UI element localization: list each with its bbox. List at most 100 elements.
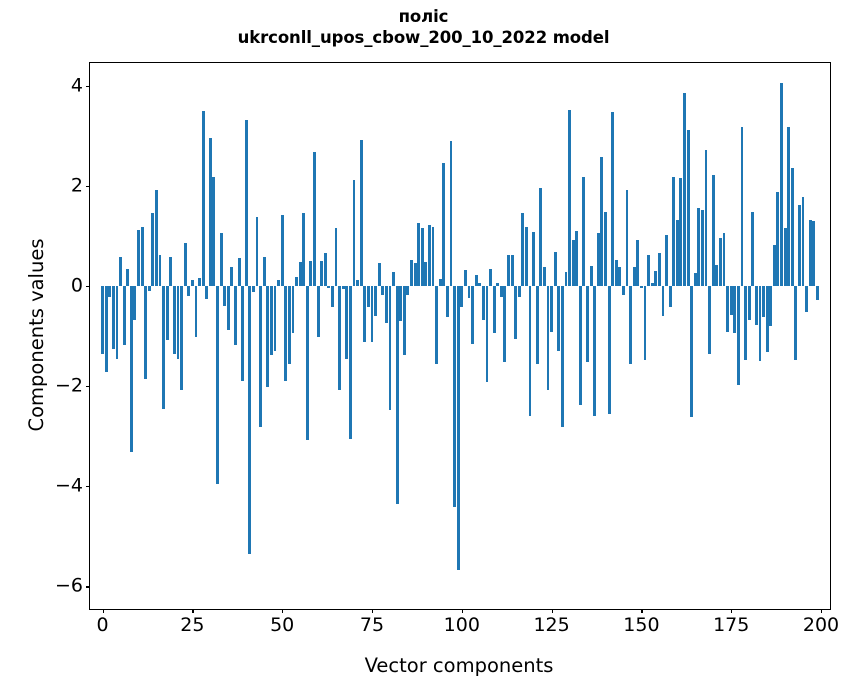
bar (406, 285, 410, 295)
bar (586, 285, 589, 363)
x-tick-label: 125 (533, 614, 570, 636)
bar (316, 285, 320, 337)
bar (442, 163, 446, 286)
bar (697, 208, 701, 286)
bar (575, 230, 579, 286)
bar (690, 285, 694, 418)
bar (780, 83, 783, 286)
bar (169, 256, 173, 286)
bar (438, 278, 442, 286)
bar (252, 285, 255, 292)
bar (115, 285, 119, 359)
bar (632, 266, 636, 286)
plot-axes: 4 2 0 −2 −4 −6 0 25 50 75 100 125 150 175 200 (55, 62, 839, 635)
bar (291, 285, 295, 334)
bar (715, 264, 719, 286)
bar (216, 285, 219, 484)
bar (420, 228, 424, 286)
bar (327, 285, 331, 288)
bar (553, 251, 557, 286)
y-tick-mark (86, 85, 90, 87)
bar (126, 268, 130, 286)
bar (657, 253, 661, 286)
bar (402, 285, 406, 356)
bar (198, 278, 201, 286)
bar (259, 285, 263, 428)
x-tick-label: 0 (96, 614, 109, 636)
bar (704, 149, 708, 286)
bar (280, 214, 284, 286)
bar (244, 119, 248, 286)
bar (176, 285, 180, 359)
bar (133, 285, 137, 320)
bar (417, 223, 421, 286)
bar (647, 254, 650, 286)
bar (194, 285, 198, 337)
bar (675, 219, 679, 286)
bar (668, 285, 672, 307)
bar (431, 226, 435, 286)
bar (212, 176, 216, 286)
chart-title: поліс ukrconll_upos_cbow_200_10_2022 mod… (0, 6, 847, 48)
x-tick-mark (641, 609, 643, 613)
bar (323, 253, 327, 286)
bar (639, 285, 643, 289)
bar (381, 285, 385, 295)
y-tick-label: 0 (70, 274, 83, 297)
x-tick-label: 150 (623, 614, 660, 636)
y-tick-mark (86, 185, 90, 187)
x-tick-mark (731, 609, 733, 613)
bar (445, 285, 449, 317)
x-tick-mark (192, 609, 194, 613)
bar (172, 285, 176, 354)
bar (122, 285, 126, 345)
bar (499, 285, 503, 297)
bar (359, 139, 363, 286)
bar (794, 285, 798, 361)
bar (754, 285, 758, 325)
bar (119, 256, 122, 286)
bar (722, 233, 726, 286)
bar (776, 191, 780, 286)
x-tick-label: 175 (713, 614, 750, 636)
bar (614, 259, 618, 286)
bar (399, 285, 403, 321)
bar (111, 285, 115, 349)
bar (190, 279, 194, 286)
bar (611, 111, 615, 286)
bar (187, 285, 191, 296)
bar (708, 285, 712, 354)
bar (535, 285, 539, 364)
x-tick-mark (102, 609, 104, 613)
bar (295, 276, 298, 286)
bar (514, 285, 518, 339)
bar (474, 274, 478, 286)
bar (352, 179, 356, 286)
bar (525, 226, 528, 286)
bar (298, 261, 302, 286)
x-axis-label: Vector components (364, 654, 554, 677)
bar (701, 209, 704, 286)
bar (230, 266, 234, 286)
bar (517, 285, 521, 297)
bar (467, 285, 471, 299)
bar (320, 260, 324, 286)
bar (341, 285, 345, 289)
bar (521, 213, 525, 286)
bar (783, 228, 787, 286)
y-tick-mark (86, 586, 90, 588)
bar (277, 279, 280, 286)
bar (481, 285, 485, 320)
bar (564, 271, 568, 286)
bar (625, 189, 629, 286)
bar (636, 239, 640, 286)
bar (384, 285, 388, 324)
bar (665, 234, 668, 286)
bar (542, 266, 546, 286)
bar (219, 233, 223, 286)
bar (485, 285, 489, 383)
y-tick-mark (86, 285, 90, 288)
bar (284, 285, 288, 382)
bar (607, 285, 611, 414)
bar (241, 285, 245, 382)
